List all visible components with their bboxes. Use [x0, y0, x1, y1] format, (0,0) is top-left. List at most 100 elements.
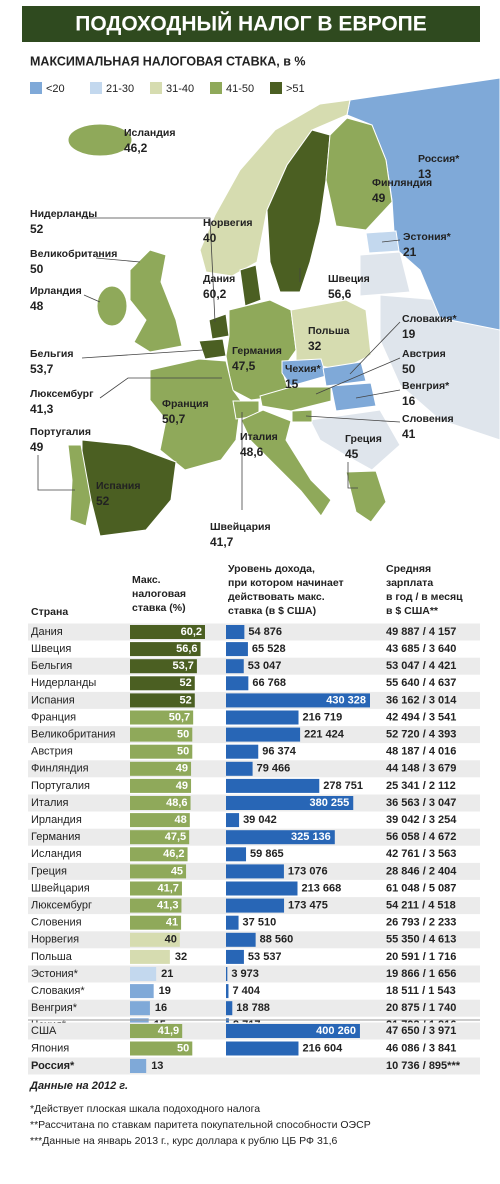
- rate-label: 32: [175, 951, 187, 963]
- salary: 43 685 / 3 640: [386, 643, 456, 655]
- note: Данные на 2012 г.: [29, 1080, 128, 1092]
- legend-label: >51: [286, 83, 305, 95]
- rate-label: 21: [161, 968, 173, 980]
- country: Дания: [31, 626, 63, 638]
- income-label: 278 751: [323, 780, 363, 792]
- rate-label: 50,7: [169, 711, 190, 723]
- country: Нидерланды: [31, 677, 96, 689]
- map-country: Швеция: [328, 273, 370, 285]
- legend-label: <20: [46, 83, 65, 95]
- country: Венгрия*: [31, 1002, 78, 1014]
- legend-swatch: [270, 82, 282, 94]
- other-land: [309, 409, 401, 471]
- footnote: *Действует плоская шкала подоходного нал…: [30, 1103, 260, 1115]
- country: Швеция: [31, 643, 71, 655]
- map-country: Нидерланды: [30, 208, 97, 220]
- austria: [259, 386, 332, 412]
- income-bar: [226, 1001, 233, 1016]
- map-country: Венгрия*: [402, 380, 450, 392]
- rate-bar: [130, 1041, 193, 1056]
- finland: [325, 117, 393, 231]
- map-value: 32: [308, 339, 322, 353]
- iceland: [67, 123, 133, 157]
- rate-label: 41: [166, 917, 178, 929]
- header-income: действовать макс.: [228, 591, 325, 603]
- rate-bar: [130, 967, 157, 981]
- salary: 56 058 / 4 672: [386, 831, 456, 843]
- map-country: Португалия: [30, 426, 91, 438]
- income-label: 216 719: [303, 711, 343, 723]
- rate-bar: [130, 847, 188, 862]
- rate-label: 19: [159, 985, 171, 997]
- income-label: 53 537: [248, 951, 282, 963]
- greece: [345, 470, 387, 523]
- salary: 46 086 / 3 841: [386, 1042, 456, 1054]
- map-value: 49: [30, 440, 44, 454]
- salary: 28 846 / 2 404: [386, 865, 457, 877]
- income-label: 216 604: [302, 1042, 343, 1054]
- rate-bar: [130, 830, 190, 845]
- salary: 36 563 / 3 047: [386, 797, 456, 809]
- salary: 53 047 / 4 421: [386, 660, 456, 672]
- map-value: 19: [402, 327, 416, 341]
- salary: 36 162 / 3 014: [386, 694, 457, 706]
- income-bar: [226, 847, 247, 862]
- income-bar: [226, 881, 298, 896]
- map-country: Словения: [402, 413, 454, 425]
- income-label: 59 865: [250, 848, 284, 860]
- header-income: ставка (в $ США): [228, 605, 316, 617]
- income-label: 54 876: [248, 626, 282, 638]
- rate-bar: [130, 676, 195, 691]
- map-value: 40: [203, 231, 217, 245]
- rate-bar: [130, 864, 187, 879]
- leader-line: [305, 415, 401, 423]
- header-rate: ставка (%): [132, 602, 186, 614]
- salary: 61 048 / 5 087: [386, 882, 456, 894]
- country: Испания: [31, 694, 75, 706]
- map-country: Германия: [232, 345, 282, 357]
- map-value: 41: [402, 427, 416, 441]
- map-country: Норвегия: [203, 217, 253, 229]
- italy: [240, 409, 332, 517]
- income-bar: [226, 676, 249, 691]
- country: Россия*: [31, 1060, 75, 1072]
- income-label: 66 768: [252, 677, 286, 689]
- country: США: [31, 1025, 57, 1037]
- country: Португалия: [31, 780, 90, 792]
- map-value: 47,5: [232, 359, 256, 373]
- france: [149, 358, 242, 471]
- salary: 18 511 / 1 543: [386, 985, 456, 997]
- rate-label: 50: [177, 746, 189, 758]
- map-value: 45: [345, 447, 359, 461]
- salary: 49 887 / 4 157: [386, 626, 456, 638]
- rate-label: 16: [155, 1002, 167, 1014]
- income-bar: [226, 744, 259, 759]
- rate-label: 48: [175, 814, 187, 826]
- map-country: Франция: [162, 398, 209, 410]
- salary: 39 042 / 3 254: [386, 814, 457, 826]
- salary: 52 720 / 4 393: [386, 729, 456, 741]
- leader-line: [349, 321, 401, 375]
- salary: 44 148 / 3 679: [386, 763, 456, 775]
- income-label: 213 668: [301, 882, 341, 894]
- map-value: 41,3: [30, 402, 54, 416]
- legend: <20 21-30 31-40 41-50 >51: [30, 82, 305, 95]
- footnote: **Рассчитана по ставкам паритета покупат…: [30, 1119, 371, 1131]
- rate-label: 60,2: [181, 626, 202, 638]
- income-label: 325 136: [291, 831, 331, 843]
- rate-bar: [130, 761, 192, 776]
- map-value: 41,7: [210, 535, 234, 549]
- income-label: 430 328: [326, 694, 366, 706]
- rate-label: 41,9: [158, 1025, 179, 1037]
- rate-label: 53,7: [172, 660, 193, 672]
- income-bar: [226, 796, 354, 810]
- map-country: Дания: [203, 273, 235, 285]
- rate-label: 52: [180, 694, 192, 706]
- rate-bar: [130, 778, 192, 793]
- income-label: 173 076: [288, 865, 328, 877]
- income-label: 3 973: [231, 968, 259, 980]
- rate-bar: [130, 898, 182, 913]
- map-country: Италия: [240, 431, 278, 443]
- header-salary: в год / в месяц: [386, 591, 463, 603]
- country: Ирландия: [31, 814, 82, 826]
